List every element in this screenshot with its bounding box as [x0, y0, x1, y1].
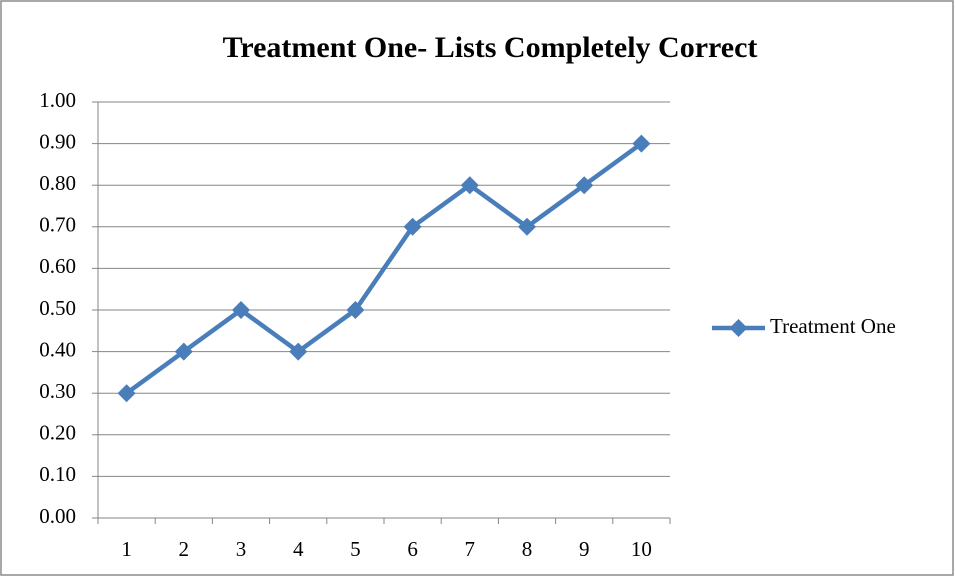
data-point: [346, 301, 365, 319]
y-tick-label: 1.00: [39, 88, 76, 112]
y-tick-label: 0.10: [39, 462, 76, 486]
data-point: [460, 176, 479, 195]
legend-marker: [729, 319, 748, 337]
x-tick-label: 1: [121, 537, 132, 561]
data-point: [174, 342, 193, 361]
data-point: [518, 217, 536, 236]
y-tick-label: 0.30: [39, 379, 76, 403]
data-point: [232, 301, 250, 319]
y-tick-label: 0.40: [39, 337, 76, 361]
x-tick-label: 9: [579, 537, 590, 561]
data-point: [289, 342, 308, 361]
x-tick-label: 5: [350, 537, 361, 561]
data-point: [575, 176, 594, 195]
y-tick-label: 0.20: [39, 421, 76, 445]
y-tick-label: 0.70: [39, 213, 76, 237]
data-point: [117, 384, 136, 403]
legend-label: Treatment One: [770, 314, 896, 338]
x-tick-label: 6: [407, 537, 418, 561]
x-tick-label: 3: [236, 537, 247, 561]
y-tick-label: 0.00: [39, 504, 76, 528]
x-tick-label: 7: [465, 537, 476, 561]
y-tick-label: 0.90: [39, 129, 76, 153]
x-tick-label: 10: [631, 537, 652, 561]
x-tick-label: 2: [179, 537, 190, 561]
x-tick-label: 4: [293, 537, 304, 561]
y-tick-label: 0.80: [39, 171, 76, 195]
y-tick-label: 0.50: [39, 296, 76, 320]
chart-title: Treatment One- Lists Completely Correct: [223, 31, 758, 64]
series-line: [125, 141, 643, 396]
x-tick-label: 8: [522, 537, 533, 561]
data-point: [632, 134, 651, 153]
y-tick-label: 0.60: [39, 254, 76, 278]
data-point: [403, 217, 422, 236]
